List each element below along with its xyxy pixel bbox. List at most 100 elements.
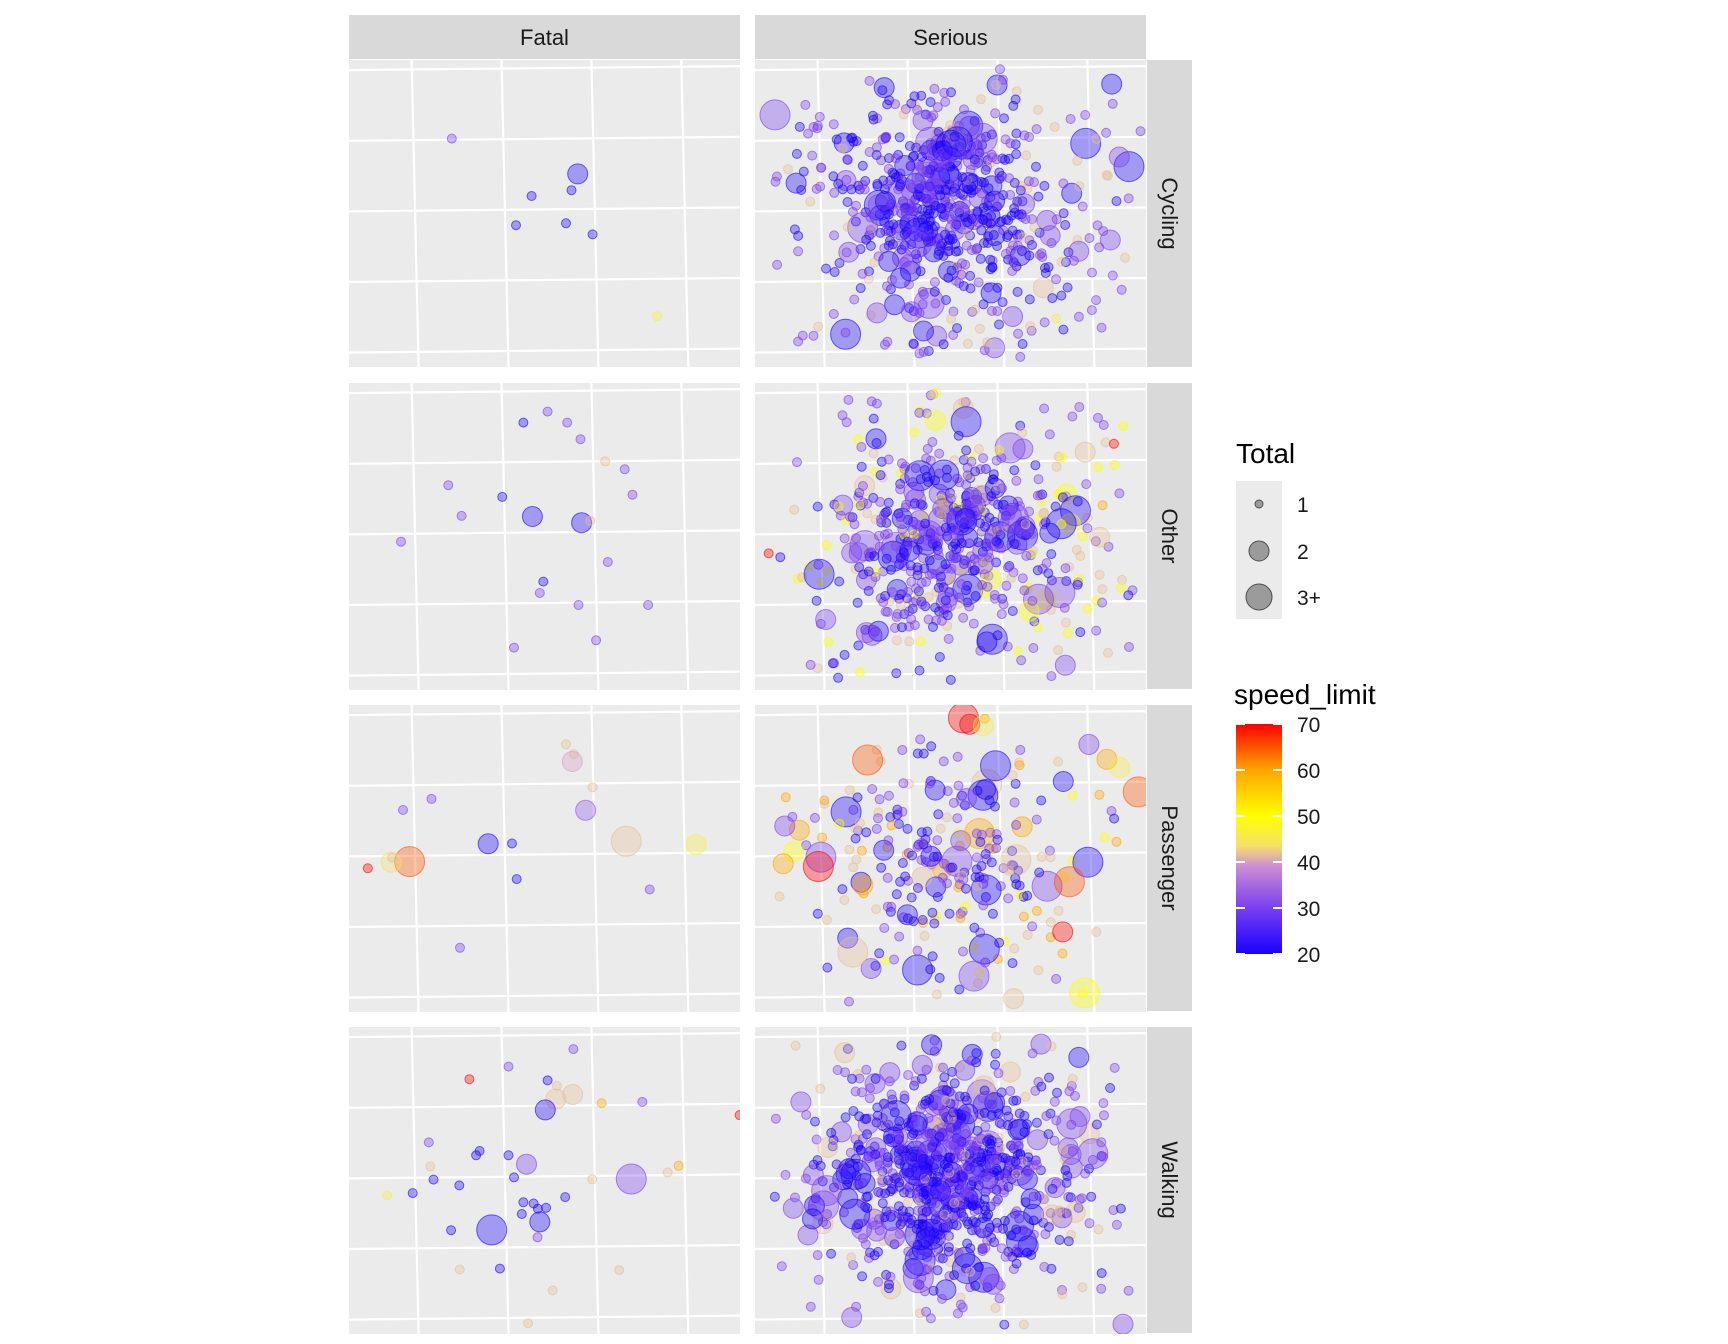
grid-line-v-3 <box>680 705 690 1012</box>
data-point <box>1051 973 1062 984</box>
data-point <box>937 1253 948 1264</box>
data-point <box>794 121 805 132</box>
data-point <box>797 330 808 341</box>
data-point <box>970 591 981 601</box>
data-point <box>950 830 972 852</box>
data-point <box>918 346 929 357</box>
data-point <box>997 74 1008 85</box>
data-point <box>870 514 881 525</box>
data-point <box>850 833 861 844</box>
data-point <box>1076 1193 1087 1204</box>
data-point <box>923 1226 934 1237</box>
row-strip-passenger: Passenger <box>1147 705 1192 1011</box>
data-point <box>1011 1169 1022 1180</box>
data-point <box>966 122 998 154</box>
data-point <box>843 394 854 405</box>
data-point <box>888 219 899 230</box>
data-point <box>975 464 986 475</box>
data-point <box>596 1098 607 1109</box>
data-point <box>879 1099 890 1110</box>
color-legend-label-60: 60 <box>1297 760 1320 783</box>
data-point <box>1052 921 1074 943</box>
data-point <box>908 338 919 349</box>
data-point <box>1005 189 1016 200</box>
data-point <box>928 1155 939 1166</box>
data-point <box>909 529 920 540</box>
data-point <box>831 134 842 145</box>
data-point <box>568 1044 579 1055</box>
data-point <box>965 270 976 281</box>
data-point <box>1094 789 1105 800</box>
data-point <box>1005 1086 1016 1096</box>
data-point <box>763 548 774 559</box>
data-point <box>895 599 906 610</box>
data-point <box>870 960 881 971</box>
data-point <box>932 892 943 902</box>
data-point <box>906 98 917 109</box>
data-point <box>979 205 1001 227</box>
data-point <box>1030 460 1041 471</box>
data-point <box>1075 627 1086 638</box>
data-point <box>1011 475 1022 486</box>
data-point <box>914 665 925 676</box>
data-point <box>932 541 942 551</box>
data-point <box>821 263 831 274</box>
data-point <box>1026 529 1037 539</box>
data-point <box>906 892 917 903</box>
data-point <box>1058 324 1069 335</box>
data-point <box>1043 262 1054 273</box>
data-point <box>921 408 932 419</box>
data-point <box>567 163 589 185</box>
data-point <box>477 833 499 855</box>
data-point <box>837 936 869 968</box>
data-point <box>848 862 859 873</box>
data-point <box>662 1167 673 1178</box>
data-point <box>1082 603 1093 614</box>
data-point <box>873 77 895 99</box>
data-point <box>1007 846 1018 856</box>
data-point <box>1098 1098 1109 1109</box>
data-point <box>980 1242 991 1253</box>
data-point <box>1034 867 1045 878</box>
data-point <box>988 469 999 480</box>
data-point <box>970 304 980 315</box>
data-point <box>851 533 861 544</box>
data-point <box>990 1048 1001 1059</box>
data-point <box>1072 579 1083 590</box>
data-point <box>834 258 845 268</box>
data-point <box>1007 266 1018 276</box>
data-point <box>949 176 960 187</box>
data-point <box>1074 181 1085 192</box>
data-point <box>904 1167 915 1178</box>
data-point <box>938 339 949 350</box>
data-point <box>1031 161 1041 172</box>
data-point <box>1011 149 1022 160</box>
grid-line-h-1 <box>755 1102 1146 1109</box>
data-point <box>1025 321 1036 332</box>
data-point <box>1082 523 1093 534</box>
data-point <box>1047 293 1058 304</box>
data-point <box>895 484 906 495</box>
data-point <box>848 1260 859 1270</box>
data-point <box>1068 240 1090 262</box>
data-point <box>1092 462 1103 473</box>
data-point <box>812 1250 823 1261</box>
grid-line-v-3 <box>1086 383 1096 690</box>
data-point <box>1017 196 1028 207</box>
data-point <box>1043 568 1054 579</box>
data-point <box>1072 155 1083 166</box>
data-point <box>991 524 1002 535</box>
data-point <box>1017 1156 1028 1167</box>
data-point <box>897 745 908 755</box>
data-point <box>819 798 830 809</box>
data-point <box>935 203 946 213</box>
data-point <box>952 1152 963 1163</box>
data-point <box>958 612 969 623</box>
data-point <box>810 1116 820 1127</box>
data-point <box>980 849 991 859</box>
data-point <box>1039 403 1050 414</box>
data-point <box>871 744 882 755</box>
grid-line-h-0 <box>349 710 740 717</box>
data-point <box>1135 126 1146 137</box>
data-point <box>1007 770 1018 781</box>
